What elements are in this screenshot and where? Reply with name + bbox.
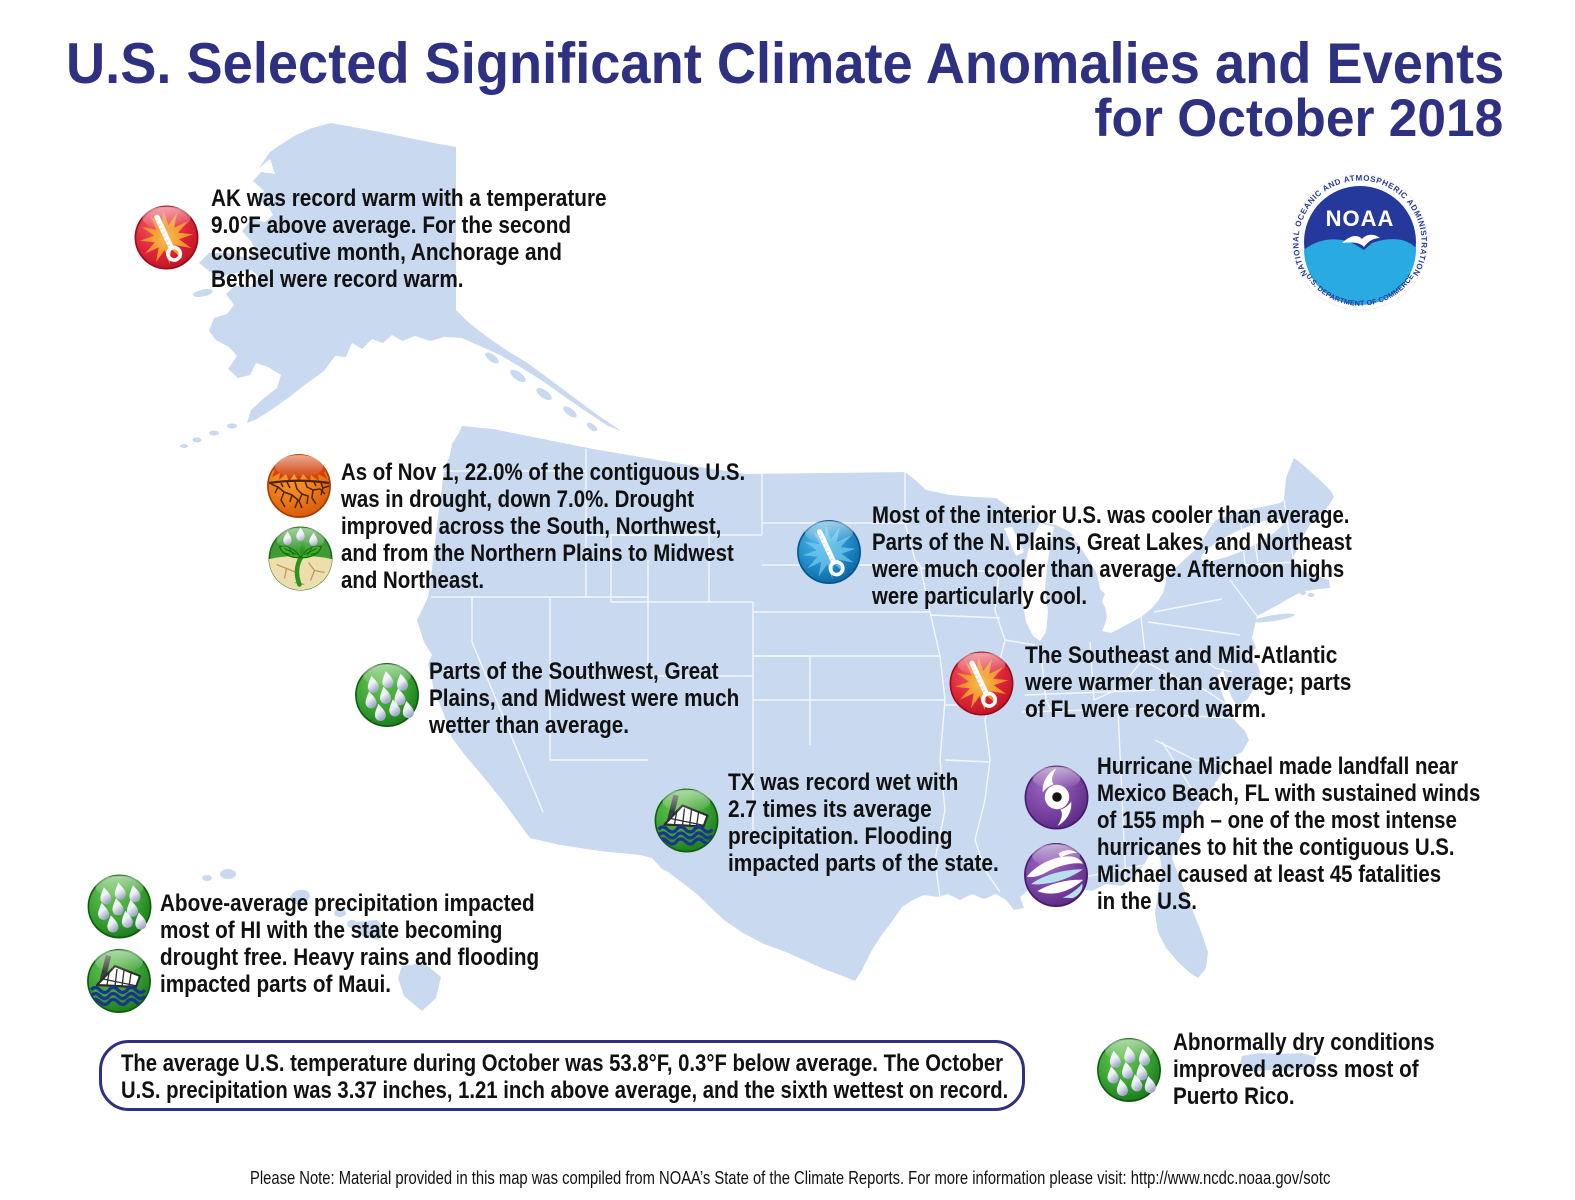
svg-text:NOAA: NOAA xyxy=(1326,206,1395,231)
